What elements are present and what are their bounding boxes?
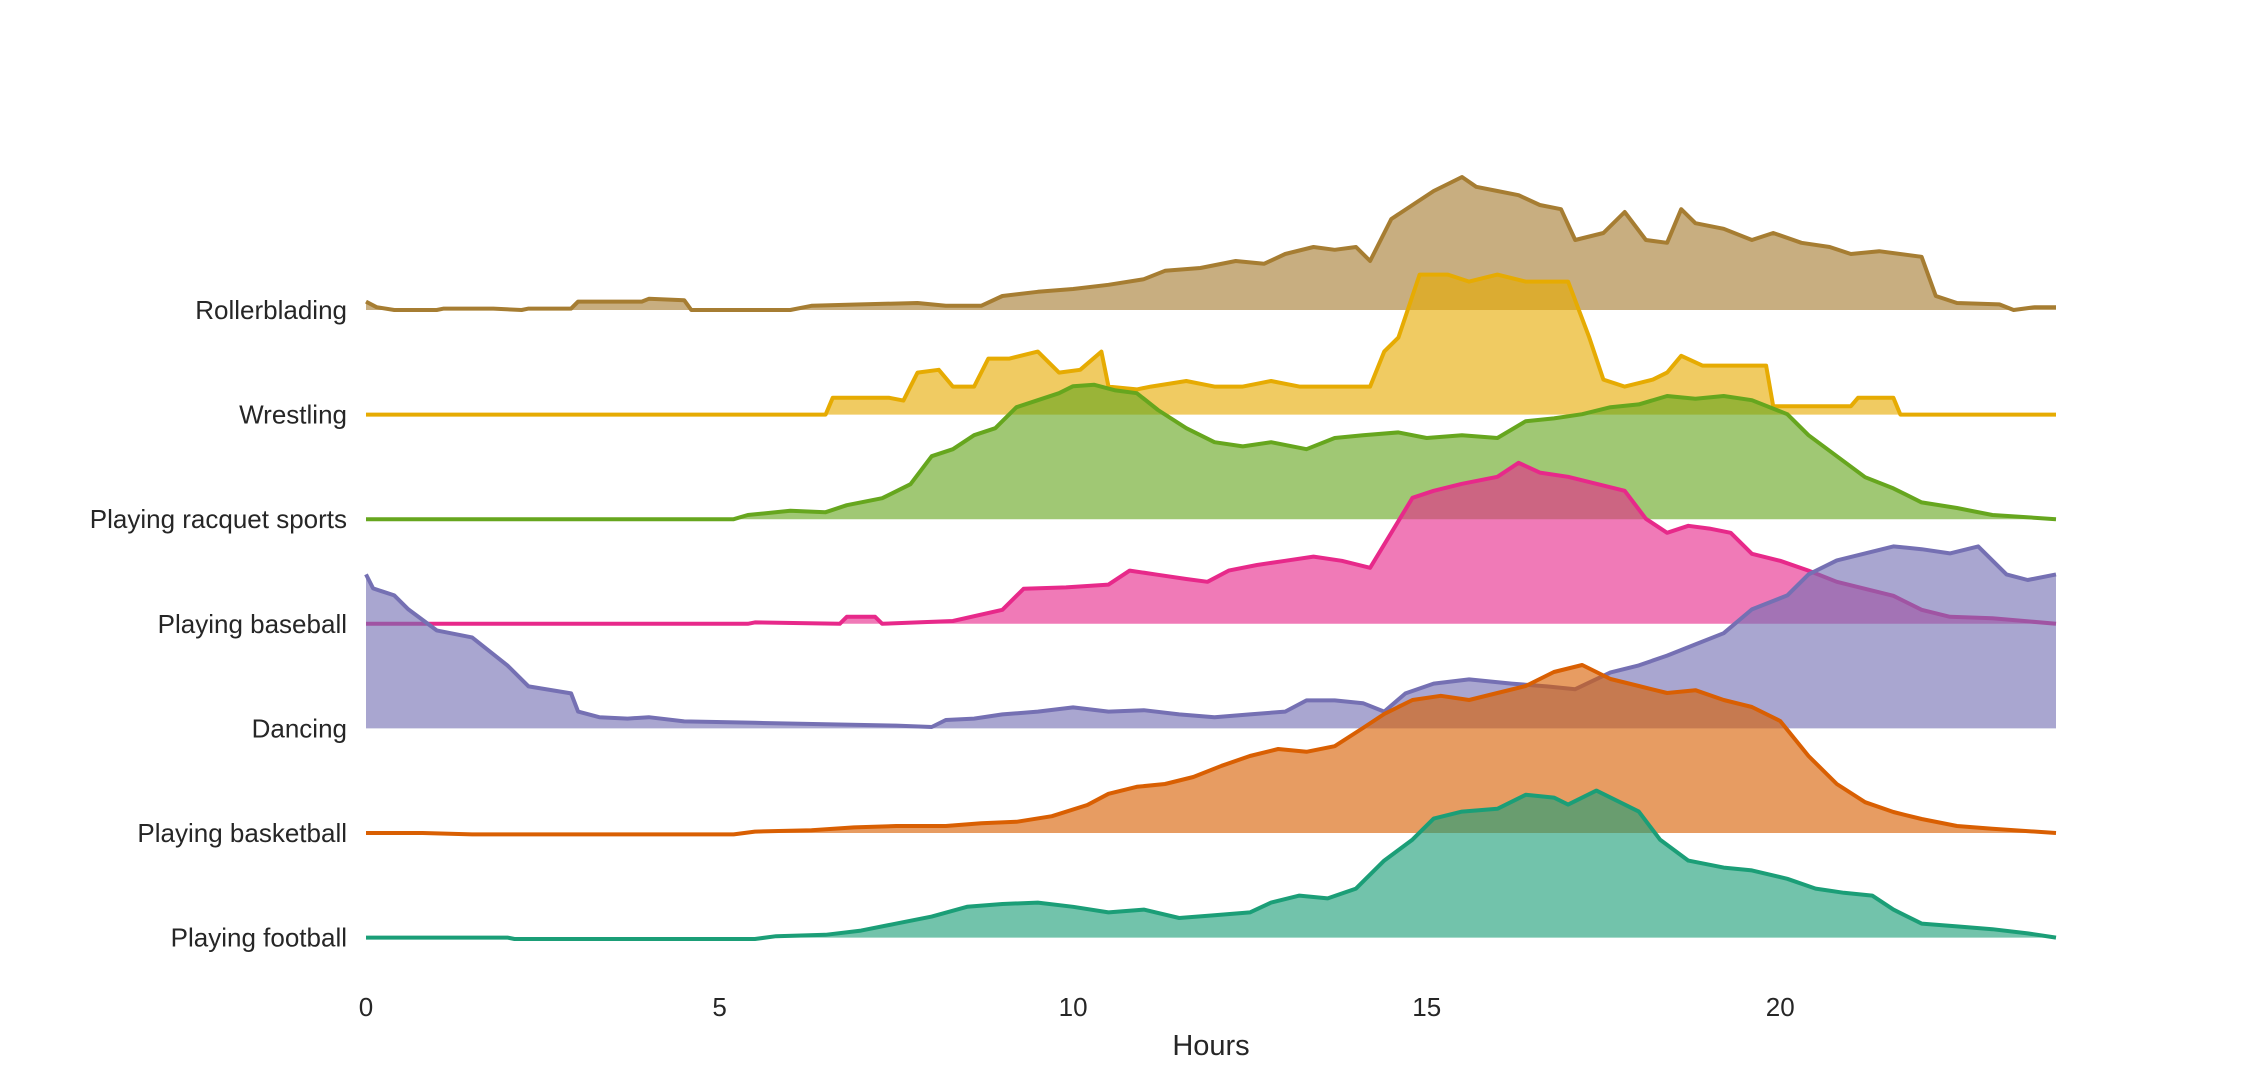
row-label-playing-baseball: Playing baseball: [158, 609, 347, 639]
ridge-rollerblading: [365, 175, 2056, 312]
ridge-area-rollerblading: [366, 177, 2056, 310]
x-axis-title: Hours: [1172, 1030, 1249, 1062]
ridge-area-playing-basketball: [366, 665, 2056, 835]
ridges-layer: [364, 175, 2057, 941]
x-tick-label: 5: [712, 992, 726, 1022]
x-axis: 0 5 10 15 20: [359, 992, 1795, 1022]
ridge-wrestling: [366, 272, 2056, 417]
x-tick-label: 0: [359, 992, 373, 1022]
ridge-area-playing-racquet-sports: [366, 384, 2056, 520]
ridge-playing-basketball: [366, 663, 2057, 837]
row-label-dancing: Dancing: [252, 713, 347, 743]
row-label-playing-racquet-sports: Playing racquet sports: [90, 504, 347, 534]
ridge-playing-racquet-sports: [366, 382, 2057, 522]
row-labels-layer: Rollerblading Wrestling Playing racquet sp…: [90, 295, 347, 953]
ridge-playing-baseball: [366, 460, 2057, 626]
ridge-area-playing-football: [366, 790, 2056, 939]
x-tick-label: 15: [1412, 992, 1441, 1022]
ridge-line-playing-racquet-sports: [366, 382, 2057, 522]
row-label-wrestling: Wrestling: [239, 400, 347, 430]
ridge-line-wrestling: [366, 272, 2056, 417]
ridge-playing-football: [366, 788, 2057, 941]
ridge-line-playing-basketball: [366, 663, 2057, 837]
ridge-line-playing-baseball: [366, 460, 2057, 626]
x-tick-label: 20: [1766, 992, 1795, 1022]
ridge-line-rollerblading: [365, 175, 2056, 312]
row-label-playing-basketball: Playing basketball: [137, 818, 347, 848]
x-tick-label: 10: [1059, 992, 1088, 1022]
row-label-playing-football: Playing football: [171, 923, 347, 953]
ridge-line-dancing: [364, 544, 2057, 729]
ridge-line-playing-football: [366, 788, 2057, 941]
row-label-rollerblading: Rollerblading: [195, 295, 347, 325]
